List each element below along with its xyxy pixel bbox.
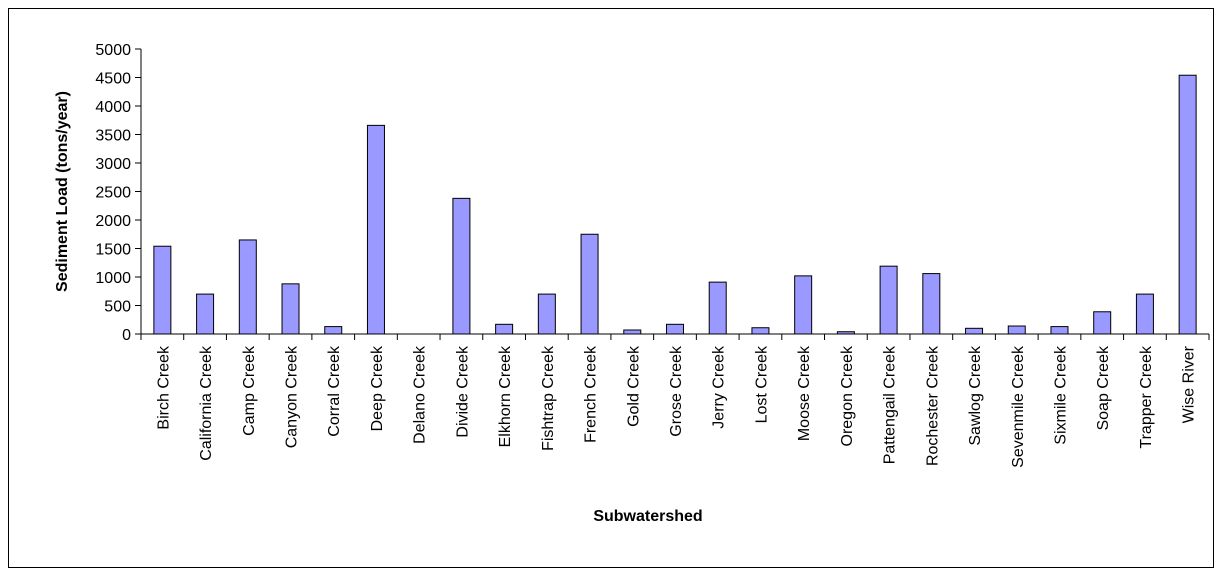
x-tick-label: Divide Creek [454, 345, 471, 438]
x-tick-label: Birch Creek [155, 345, 172, 430]
x-tick-label: Lost Creek [753, 345, 770, 423]
bar-fishtrap-creek [537, 293, 556, 335]
x-tick-label: Sixmile Creek [1052, 345, 1069, 445]
chart-frame: 0 500 1000 1500 2000 2500 3000 3500 4000 4500 5000… [8, 8, 1214, 568]
x-tick-label: Oregon Creek [839, 345, 856, 446]
bar-camp-creek [238, 239, 257, 335]
bar-elkhorn-creek [495, 323, 514, 335]
x-tick-label: Jerry Creek [711, 345, 728, 429]
bar-sawlog-creek [965, 327, 984, 335]
bar-grose-creek [666, 323, 684, 335]
x-axis-ticks: Birch Creek California Creek Camp Creek Can… [140, 334, 1210, 468]
x-tick-label: Canyon Creek [284, 345, 301, 448]
x-tick-label: French Creek [583, 345, 600, 443]
y-tick-label: 3500 [95, 128, 131, 145]
y-tick-label: 4000 [95, 99, 131, 116]
x-tick-label: Soap Creek [1095, 345, 1112, 430]
x-tick-label: Corral Creek [326, 345, 343, 437]
bar-birch-creek [153, 245, 172, 335]
x-tick-label: Fishtrap Creek [540, 345, 557, 451]
x-tick-label: Rochester Creek [924, 345, 941, 466]
x-tick-label: Camp Creek [241, 345, 258, 436]
x-tick-label: Moose Creek [796, 345, 813, 441]
x-tick-label: Grose Creek [668, 345, 685, 437]
x-tick-label: Wise River [1181, 345, 1198, 423]
y-tick-label: 1000 [95, 270, 131, 287]
x-tick-label: Deep Creek [369, 345, 386, 431]
x-tick-label: Pattengail Creek [882, 345, 899, 464]
bar-california-creek [196, 293, 215, 335]
bars [153, 74, 1197, 335]
bar-sevenmile-creek [1007, 325, 1026, 335]
y-tick-label: 4500 [95, 71, 131, 88]
y-tick-label: 500 [104, 299, 131, 316]
x-tick-label: Gold Creek [625, 345, 642, 427]
x-tick-label: Trapper Creek [1138, 345, 1155, 449]
y-tick-label: 2500 [95, 185, 131, 202]
bar-french-creek [580, 233, 599, 335]
x-tick-label: Delano Creek [412, 345, 429, 444]
bar-gold-creek [623, 329, 642, 335]
bar-soap-creek [1093, 311, 1112, 335]
y-tick-label: 5000 [95, 42, 131, 59]
x-tick-label: Sawlog Creek [967, 345, 984, 446]
y-axis-ticks: 0 500 1000 1500 2000 2500 3000 3500 4000 4500 5000 [95, 42, 141, 344]
bar-canyon-creek [281, 283, 300, 335]
bar-rochester-creek [922, 273, 941, 335]
bar-moose-creek [794, 275, 813, 335]
bar-wise-river [1178, 74, 1197, 335]
y-tick-label: 2000 [95, 213, 131, 230]
y-axis-title: Sediment Load (tons/year) [54, 91, 71, 292]
bar-pattengail-creek [879, 265, 898, 335]
bar-chart: 0 500 1000 1500 2000 2500 3000 3500 4000 4500 5000… [54, 42, 1210, 525]
bar-deep-creek [366, 124, 385, 335]
bar-corral-creek [324, 326, 343, 335]
x-tick-label: California Creek [198, 345, 215, 461]
bar-lost-creek [751, 327, 770, 335]
x-axis-title: Subwatershed [593, 508, 702, 525]
bar-sixmile-creek [1050, 326, 1069, 335]
bar-jerry-creek [708, 281, 727, 335]
x-tick-label: Elkhorn Creek [497, 345, 514, 447]
bar-divide-creek [452, 197, 471, 335]
y-tick-label: 1500 [95, 242, 131, 259]
y-tick-label: 0 [122, 327, 131, 344]
bar-trapper-creek [1135, 293, 1154, 335]
y-tick-label: 3000 [95, 156, 131, 173]
x-tick-label: Sevenmile Creek [1010, 345, 1027, 468]
